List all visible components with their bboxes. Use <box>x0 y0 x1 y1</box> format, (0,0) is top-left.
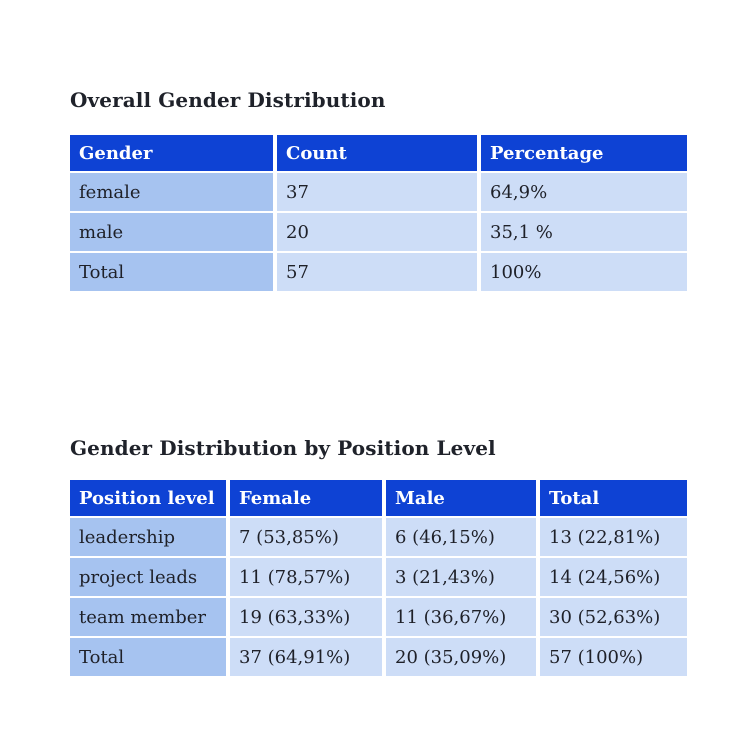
table1-title: Overall Gender Distribution <box>70 88 386 112</box>
table-row-label: female <box>70 173 273 211</box>
table-cell: 19 (63,33%) <box>230 598 382 636</box>
table-cell: 100% <box>481 253 687 291</box>
column-header-female: Female <box>230 480 382 516</box>
table-cell: 13 (22,81%) <box>540 518 687 556</box>
column-header-total: Total <box>540 480 687 516</box>
column-header-gender: Gender <box>70 135 273 171</box>
table-cell: 11 (78,57%) <box>230 558 382 596</box>
table-cell: 6 (46,15%) <box>386 518 536 556</box>
table-cell: 37 <box>277 173 477 211</box>
table-row-label: project leads <box>70 558 226 596</box>
table-row-label: male <box>70 213 273 251</box>
table-row-label: Total <box>70 638 226 676</box>
table-row-label: team member <box>70 598 226 636</box>
table-cell: 35,1 % <box>481 213 687 251</box>
gender-by-position-table: Position level Female Male Total leaders… <box>70 480 687 676</box>
table-cell: 20 (35,09%) <box>386 638 536 676</box>
table-row-label: leadership <box>70 518 226 556</box>
table-cell: 57 (100%) <box>540 638 687 676</box>
column-header-count: Count <box>277 135 477 171</box>
column-header-percentage: Percentage <box>481 135 687 171</box>
table-cell: 3 (21,43%) <box>386 558 536 596</box>
table-cell: 11 (36,67%) <box>386 598 536 636</box>
column-header-male: Male <box>386 480 536 516</box>
table-cell: 20 <box>277 213 477 251</box>
table-cell: 37 (64,91%) <box>230 638 382 676</box>
overall-gender-distribution-table: Gender Count Percentage female 37 64,9% … <box>70 135 687 291</box>
table-cell: 57 <box>277 253 477 291</box>
table-cell: 7 (53,85%) <box>230 518 382 556</box>
column-header-position-level: Position level <box>70 480 226 516</box>
table-cell: 64,9% <box>481 173 687 211</box>
table-cell: 14 (24,56%) <box>540 558 687 596</box>
table2-title: Gender Distribution by Position Level <box>70 436 496 460</box>
table-cell: 30 (52,63%) <box>540 598 687 636</box>
table-row-label: Total <box>70 253 273 291</box>
